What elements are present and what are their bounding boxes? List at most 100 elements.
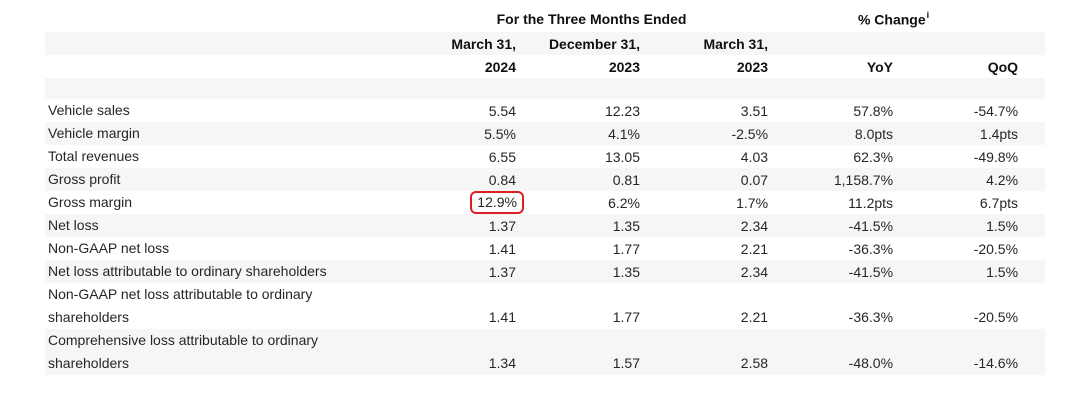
cell-value: 1.77 — [516, 283, 640, 329]
cell-value: 1.5% — [893, 214, 1045, 237]
row-label-line: Comprehensive loss attributable to ordin… — [48, 332, 319, 348]
cell-value: 1.5% — [893, 260, 1045, 283]
cell-value: -20.5% — [893, 283, 1045, 329]
spacer-row — [45, 78, 1046, 99]
cell-value-text: 57.8% — [853, 102, 894, 119]
cell-value-text: 1.35 — [612, 217, 640, 234]
cell-value: -41.5% — [768, 214, 893, 237]
cell-value: 1.77 — [516, 237, 640, 260]
cell-value: -36.3% — [768, 237, 893, 260]
col-header-date-2: December 31, — [548, 35, 640, 52]
row-label-line: Gross margin — [48, 194, 133, 210]
cell-value-text: -54.7% — [973, 102, 1019, 119]
row-label: Gross profit — [45, 168, 415, 191]
cell-value: 11.2pts — [768, 191, 893, 214]
cell-value-text: 12.9% — [470, 191, 524, 214]
cell-value: -2.5% — [640, 122, 768, 145]
row-label: Gross margin — [45, 191, 415, 214]
cell-value-text: 0.84 — [488, 171, 516, 188]
cell-value: 4.03 — [640, 145, 768, 168]
cell-value-text: 1.77 — [612, 240, 640, 257]
col-header-qoq: QoQ — [987, 58, 1019, 75]
cell-value: -20.5% — [893, 237, 1045, 260]
table-row: Net loss 1.37 1.35 2.34 -41.5% 1.5% — [45, 214, 1046, 237]
cell-value: 1.37 — [415, 214, 516, 237]
row-label: Vehicle sales — [45, 99, 415, 122]
row-label: Total revenues — [45, 145, 415, 168]
pct-change-header: % Changei — [768, 6, 1045, 32]
row-label: Non-GAAP net loss — [45, 237, 415, 260]
cell-value-text: -14.6% — [973, 355, 1019, 371]
table-row: Non-GAAP net loss 1.41 1.77 2.21 -36.3% -20.5… — [45, 237, 1045, 260]
table-row: Net loss attributable to ordinary shareh… — [45, 260, 1046, 283]
cell-value-text: 6.55 — [488, 148, 516, 165]
cell-value-text: 4.03 — [740, 148, 769, 165]
row-label-line: Vehicle sales — [48, 102, 130, 118]
cell-value: -49.8% — [893, 145, 1045, 168]
cell-value: 2.34 — [640, 214, 768, 237]
cell-value-text: 1.4pts — [979, 125, 1019, 142]
table-row: Comprehensive loss attributable to ordin… — [45, 329, 1046, 375]
cell-value: 2.34 — [640, 260, 768, 283]
cell-value-text: 1.34 — [488, 355, 516, 371]
group-header-row: For the Three Months Ended % Changei — [45, 6, 1045, 32]
cell-value-text: 2.58 — [740, 355, 769, 371]
cell-value: -36.3% — [768, 283, 893, 329]
cell-value: 1.35 — [516, 214, 640, 237]
cell-value-text: -36.3% — [848, 309, 894, 325]
cell-value: 0.07 — [640, 168, 768, 191]
cell-value: 6.55 — [415, 145, 516, 168]
cell-value-text: 62.3% — [853, 148, 894, 165]
cell-value-text: -48.0% — [848, 355, 894, 371]
cell-value-text: 1.57 — [612, 355, 640, 371]
cell-value: 0.81 — [516, 168, 640, 191]
row-label-line: Gross profit — [48, 171, 121, 187]
cell-value: 62.3% — [768, 145, 893, 168]
row-label: Vehicle margin — [45, 122, 415, 145]
cell-value-text: -36.3% — [848, 240, 894, 257]
cell-value-text: 12.23 — [604, 102, 640, 119]
cell-value: 3.51 — [640, 99, 768, 122]
cell-value-text: 1.35 — [612, 263, 640, 280]
date-header-spacer — [45, 32, 415, 55]
year-header-row: 2024 2023 2023 YoY QoQ — [45, 55, 1045, 78]
cell-value: 13.05 — [516, 145, 640, 168]
cell-value-text: 0.81 — [612, 171, 640, 188]
row-label-line: Net loss attributable to ordinary shareh… — [48, 263, 327, 279]
cell-value-text: -41.5% — [848, 263, 894, 280]
cell-value-text: 4.2% — [986, 171, 1019, 188]
cell-value-text: 13.05 — [604, 148, 640, 165]
row-label-line: Non-GAAP net loss attributable to ordina… — [48, 286, 313, 302]
cell-value-text: 6.7pts — [979, 194, 1019, 211]
cell-value: 4.2% — [893, 168, 1045, 191]
cell-value: 6.2% — [516, 191, 640, 214]
cell-value: 5.54 — [415, 99, 516, 122]
cell-value: 4.1% — [516, 122, 640, 145]
row-label: Net loss attributable to ordinary shareh… — [45, 260, 415, 283]
row-label: Comprehensive loss attributable to ordin… — [45, 329, 415, 375]
cell-value: 1.7% — [640, 191, 768, 214]
row-label-line: Net loss — [48, 217, 99, 233]
cell-value: 0.84 — [415, 168, 516, 191]
cell-value-text: 2.34 — [740, 263, 769, 280]
cell-value: 2.21 — [640, 283, 768, 329]
col-header-year-3: 2023 — [736, 58, 769, 75]
table-header: For the Three Months Ended % Changei Mar… — [45, 6, 1046, 99]
col-header-year-2: 2023 — [608, 58, 640, 75]
date-header-row: March 31, December 31, March 31, — [45, 32, 1046, 55]
table-row: Total revenues 6.55 13.05 4.03 62.3% -49.8% — [45, 145, 1045, 168]
cell-value: -14.6% — [893, 329, 1045, 375]
cell-value-text: 1.37 — [488, 263, 516, 280]
cell-value: 1.4pts — [893, 122, 1045, 145]
cell-value-text: 2.21 — [740, 240, 769, 257]
col-header-yoy: YoY — [866, 58, 894, 75]
cell-value: 12.23 — [516, 99, 640, 122]
cell-value: 1.41 — [415, 283, 516, 329]
cell-value-text: 0.07 — [740, 171, 769, 188]
cell-value-text: 5.5% — [484, 125, 516, 142]
col-header-date-3: March 31, — [703, 35, 769, 52]
row-label: Net loss — [45, 214, 415, 237]
pct-change-label: % Change — [857, 11, 926, 28]
cell-value-text: 4.1% — [608, 125, 640, 142]
